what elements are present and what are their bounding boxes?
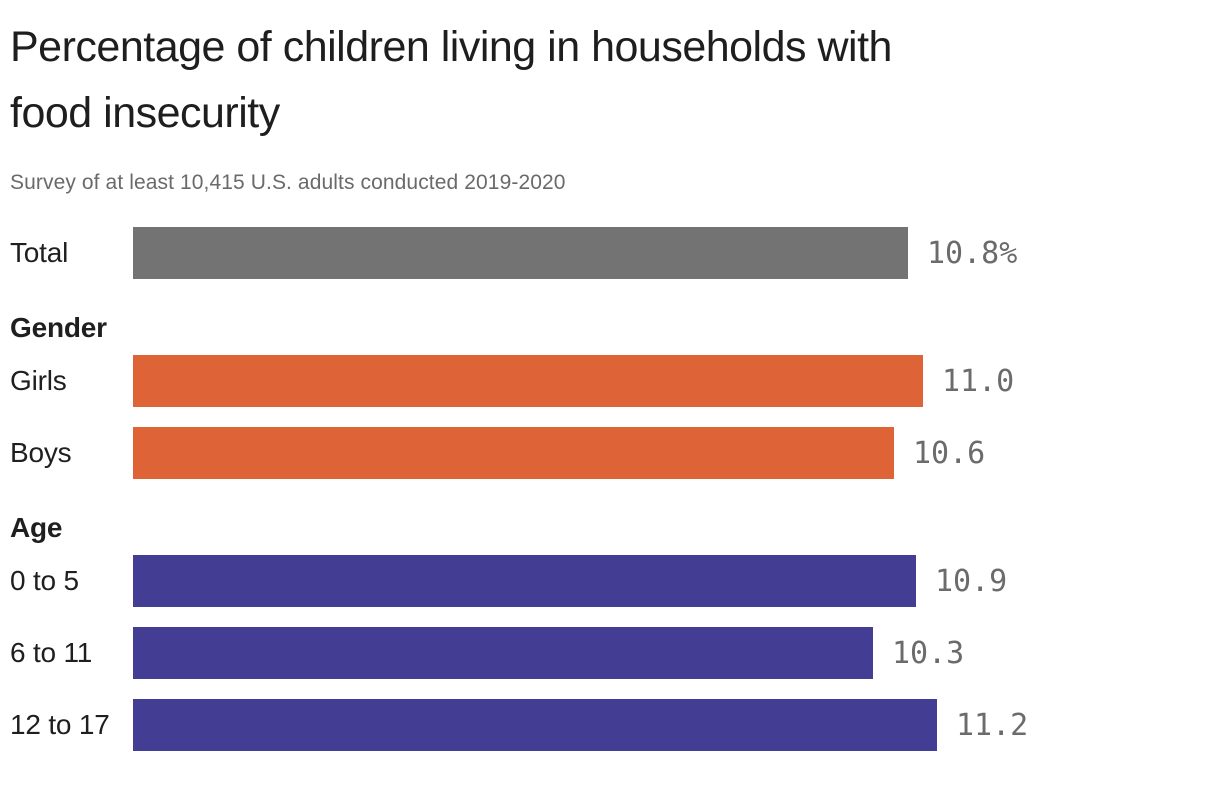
row-label-12-to-17: 12 to 17 (10, 709, 110, 740)
bar-chart: Total 10.8% Gender Girls 11.0 Boys 10.6 … (10, 227, 1220, 751)
bar-cell-12-to-17: 11.2 (133, 699, 1028, 751)
row-label-boys: Boys (10, 437, 72, 468)
bar-row-girls: Girls 11.0 (10, 355, 1220, 407)
bar-cell-total: 10.8% (133, 227, 1017, 279)
row-label-total: Total (10, 237, 69, 268)
value-label-0-to-5: 10.9 (935, 563, 1008, 599)
bar-cell-girls: 11.0 (133, 355, 1014, 407)
page-title: Percentage of children living in househo… (10, 14, 1220, 146)
bar-row-12-to-17: 12 to 17 11.2 (10, 699, 1220, 751)
bar-boys (133, 427, 894, 479)
bar-girls (133, 355, 923, 407)
row-label-girls: Girls (10, 365, 67, 396)
bar-cell-boys: 10.6 (133, 427, 985, 479)
bar-total (133, 227, 908, 279)
chart-subtitle: Survey of at least 10,415 U.S. adults co… (10, 171, 566, 194)
bar-row-6-to-11: 6 to 11 10.3 (10, 627, 1220, 679)
bar-row-boys: Boys 10.6 (10, 427, 1220, 479)
row-label-0-to-5: 0 to 5 (10, 565, 79, 596)
value-label-total: 10.8% (927, 235, 1018, 271)
value-label-12-to-17: 11.2 (956, 707, 1029, 743)
bar-cell-6-to-11: 10.3 (133, 627, 964, 679)
value-label-girls: 11.0 (942, 363, 1015, 399)
bar-row-total: Total 10.8% (10, 227, 1220, 279)
value-label-6-to-11: 10.3 (892, 635, 965, 671)
page-title-line-1: Percentage of children living in househo… (10, 23, 892, 71)
bar-0-to-5 (133, 555, 916, 607)
bar-cell-0-to-5: 10.9 (133, 555, 1007, 607)
bar-6-to-11 (133, 627, 873, 679)
bar-12-to-17 (133, 699, 937, 751)
value-label-boys: 10.6 (913, 435, 986, 471)
group-header-age: Age (10, 512, 63, 543)
bar-row-0-to-5: 0 to 5 10.9 (10, 555, 1220, 607)
group-header-gender: Gender (10, 312, 107, 343)
row-label-6-to-11: 6 to 11 (10, 637, 93, 668)
page-title-line-2: food insecurity (10, 89, 280, 137)
